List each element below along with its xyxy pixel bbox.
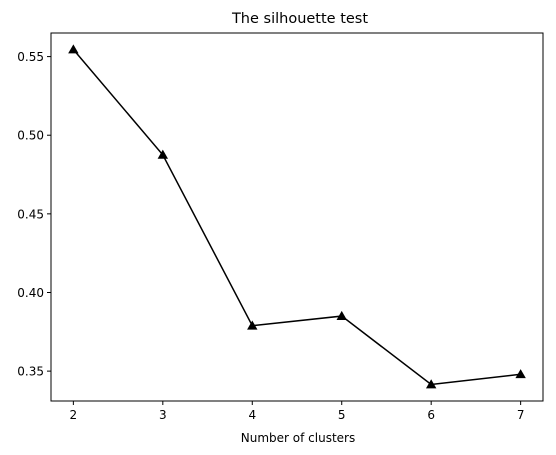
- data-point-marker: [68, 44, 79, 54]
- x-tick-label: 7: [517, 408, 525, 422]
- chart-title: The silhouette test: [231, 11, 368, 27]
- x-tick-label: 4: [248, 408, 256, 422]
- x-tick-label: 3: [159, 408, 167, 422]
- x-tick-label: 6: [427, 408, 435, 422]
- y-axis: 0.35 0.40 0.45 0.50 0.55: [17, 50, 51, 379]
- data-point-marker: [515, 369, 526, 379]
- y-tick-label: 0.45: [17, 207, 44, 221]
- y-tick-label: 0.55: [17, 50, 44, 64]
- x-tick-label: 5: [338, 408, 346, 422]
- axes-frame: [50, 32, 544, 402]
- plot-area: 2 3 4 5 6 7 0.35 0.40 0.45 0.50 0.55: [17, 32, 544, 422]
- x-axis-title: Number of clusters: [241, 431, 355, 445]
- x-tick-label: 2: [70, 408, 78, 422]
- data-point-marker: [336, 310, 347, 320]
- x-axis: 2 3 4 5 6 7: [70, 401, 525, 422]
- data-point-marker: [157, 149, 169, 159]
- data-point-marker: [247, 320, 258, 330]
- y-tick-label: 0.40: [17, 286, 44, 300]
- y-tick-label: 0.35: [17, 365, 44, 379]
- y-tick-label: 0.50: [17, 129, 44, 143]
- series-group: [68, 44, 526, 389]
- data-point-marker: [425, 379, 437, 389]
- series-line: [72, 49, 521, 386]
